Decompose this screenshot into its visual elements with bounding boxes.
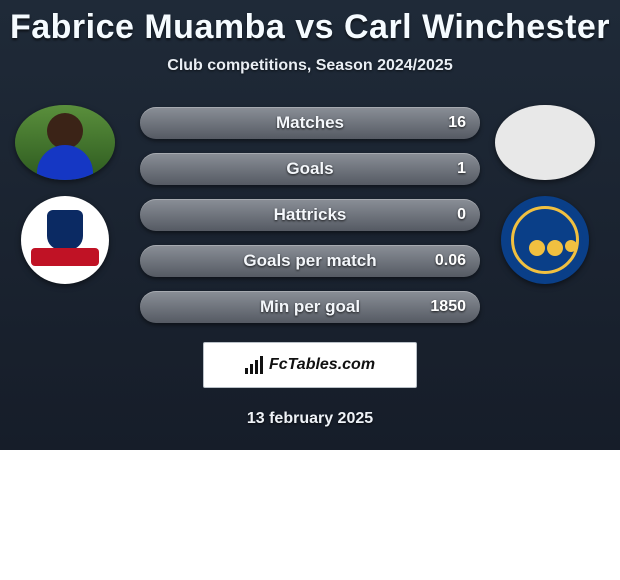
page-title: Fabrice Muamba vs Carl Winchester (0, 0, 620, 47)
left-club-logo (21, 196, 109, 284)
stat-right-value: 0.06 (421, 245, 480, 277)
stat-label: Goals per match (243, 251, 376, 271)
brand-badge[interactable]: FcTables.com (203, 342, 417, 388)
brand-label: FcTables.com (269, 356, 375, 374)
avatar-body-icon (37, 145, 93, 180)
stat-left-value (140, 291, 168, 323)
stat-left-value (140, 245, 168, 277)
stat-right-value: 0 (443, 199, 480, 231)
lion-icon (529, 240, 545, 256)
stat-label: Goals (286, 159, 333, 179)
footer-date: 13 february 2025 (0, 410, 620, 428)
left-player-photo (15, 105, 115, 180)
stats-list: Matches 16 Goals 1 Hattricks 0 Goals per… (140, 107, 480, 323)
stat-label: Hattricks (274, 205, 347, 225)
stat-row-hattricks: Hattricks 0 (140, 199, 480, 231)
avatar-head-icon (47, 113, 83, 149)
right-player-column (485, 95, 605, 325)
stat-right-value: 16 (434, 107, 480, 139)
stat-row-goals: Goals 1 (140, 153, 480, 185)
stat-label: Matches (276, 113, 344, 133)
ribbon-icon (31, 248, 99, 266)
body-row: Matches 16 Goals 1 Hattricks 0 Goals per… (0, 95, 620, 325)
stat-row-min-per-goal: Min per goal 1850 (140, 291, 480, 323)
stat-right-value: 1850 (416, 291, 480, 323)
right-club-logo (501, 196, 589, 284)
lion-icon (565, 240, 577, 252)
page-subtitle: Club competitions, Season 2024/2025 (0, 57, 620, 75)
comparison-card: Fabrice Muamba vs Carl Winchester Club c… (0, 0, 620, 450)
stat-left-value (140, 153, 168, 185)
stat-row-matches: Matches 16 (140, 107, 480, 139)
stat-label: Min per goal (260, 297, 360, 317)
left-player-column (5, 95, 125, 325)
stat-left-value (140, 107, 168, 139)
shield-icon (47, 210, 83, 250)
stat-row-goals-per-match: Goals per match 0.06 (140, 245, 480, 277)
stat-left-value (140, 199, 168, 231)
lion-icon (547, 240, 563, 256)
right-player-photo (495, 105, 595, 180)
stat-right-value: 1 (443, 153, 480, 185)
bar-chart-icon (245, 356, 263, 374)
